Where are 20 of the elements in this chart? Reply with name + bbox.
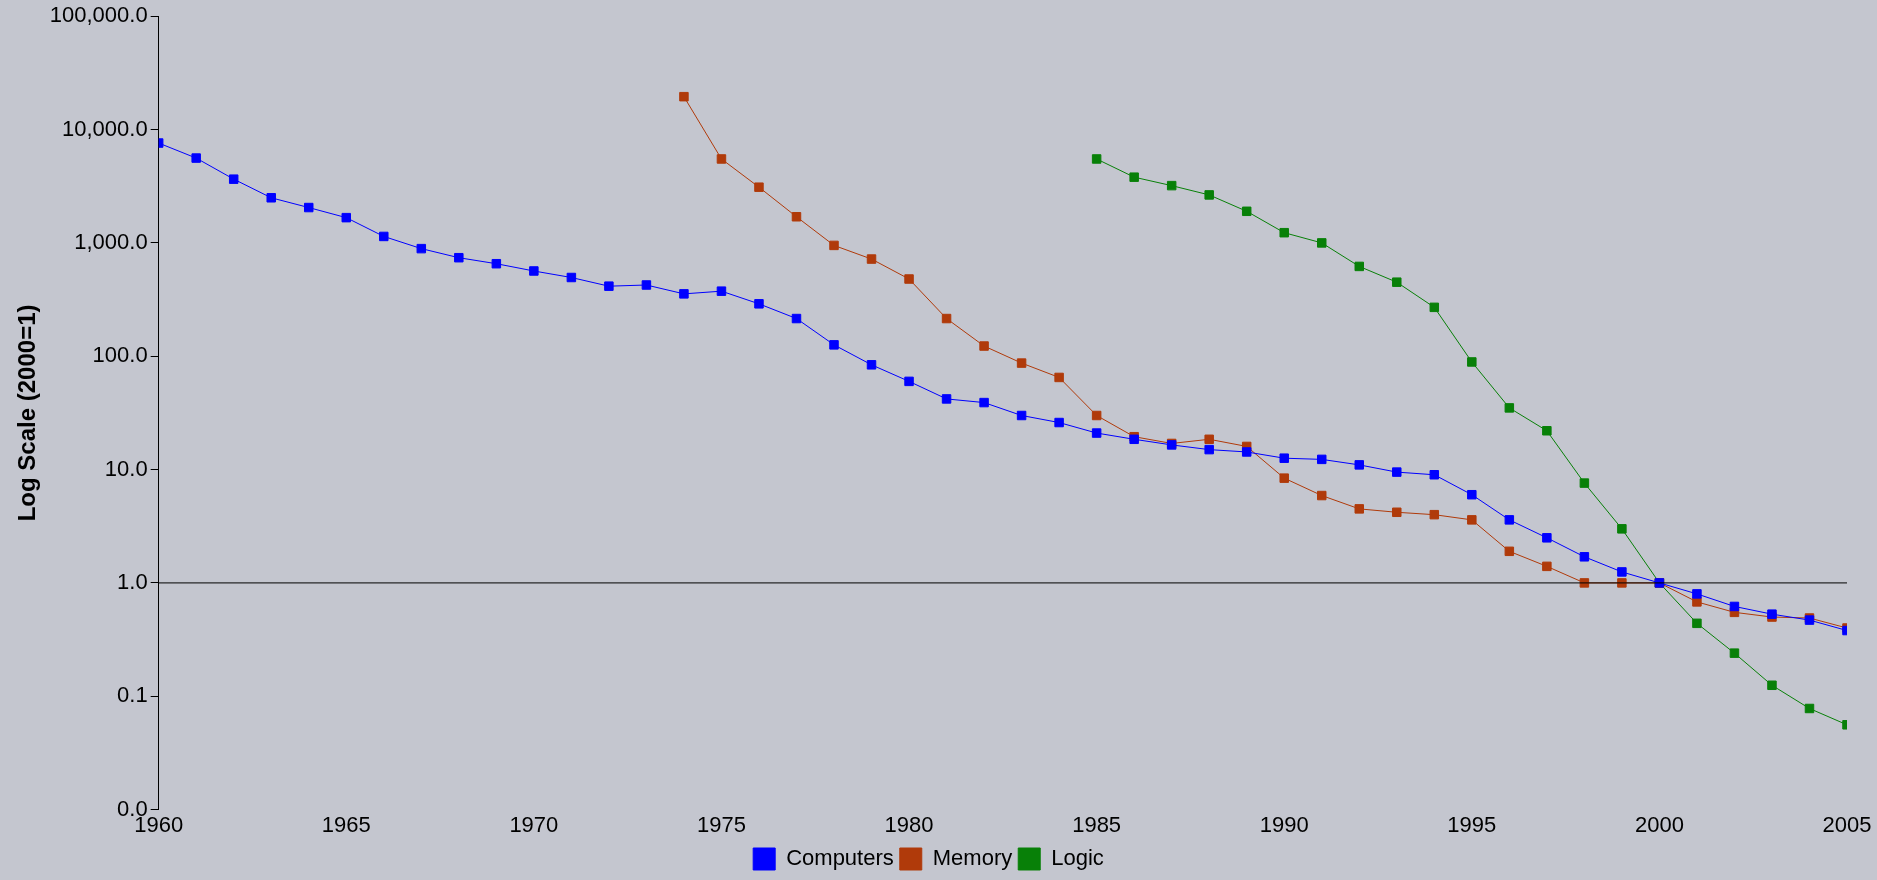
legend-label: Memory xyxy=(932,845,1013,871)
x-tick-label: 1985 xyxy=(1072,811,1122,837)
y-tick-label: 10,000.0 xyxy=(62,115,148,141)
y-tick-label: 0.1 xyxy=(117,682,148,708)
x-tick-label: 1970 xyxy=(509,811,559,837)
x-tick-label: 2005 xyxy=(1822,811,1872,837)
y-tick-label: 10.0 xyxy=(104,455,148,481)
x-tick-label: 1995 xyxy=(1447,811,1497,837)
y-tick-label: 1.0 xyxy=(117,568,148,594)
x-tick-label: 2000 xyxy=(1634,811,1684,837)
x-tick-label: 1980 xyxy=(884,811,934,837)
y-tick-label: 100,000.0 xyxy=(49,2,148,28)
legend-label: Computers xyxy=(786,845,894,871)
legend-label: Logic xyxy=(1051,845,1104,871)
y-axis-title: Log Scale (2000=1) xyxy=(13,304,41,522)
x-tick-label: 1990 xyxy=(1259,811,1309,837)
x-tick-label: 1965 xyxy=(321,811,371,837)
y-tick-label: 100.0 xyxy=(92,342,148,368)
y-tick-label: 1,000.0 xyxy=(74,228,148,254)
x-tick-label: 1975 xyxy=(696,811,746,837)
